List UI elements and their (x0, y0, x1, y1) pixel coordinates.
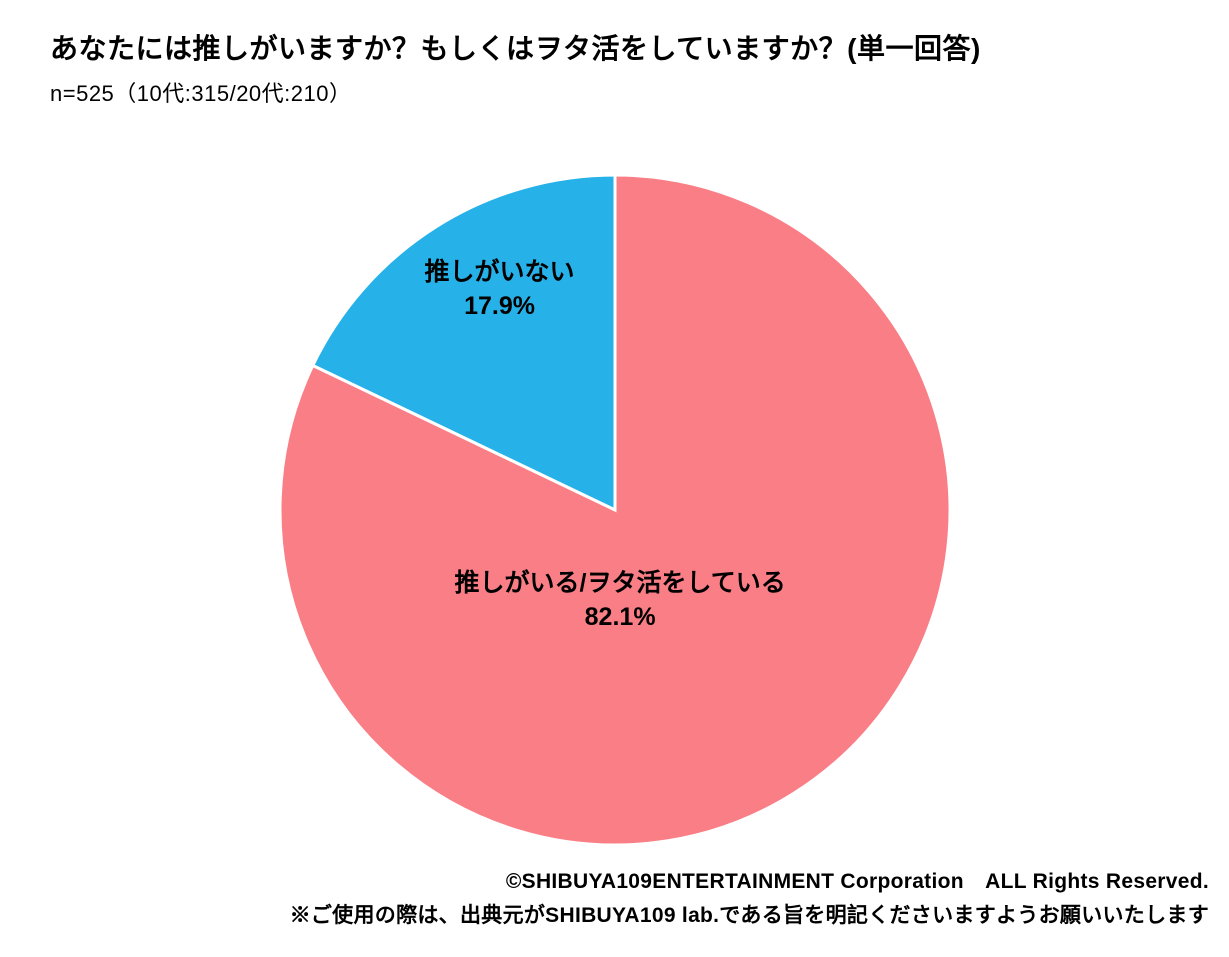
slice-label-0: 推しがいない17.9% (425, 256, 575, 324)
pie-svg (265, 160, 965, 860)
slice-label-value: 17.9% (425, 290, 575, 324)
chart-subtitle: n=525（10代:315/20代:210） (50, 76, 1179, 108)
chart-title: あなたには推しがいますか？もしくはヲタ活をしていますか？(単一回答) (50, 28, 1179, 70)
slice-label-text: 推しがいる/ヲタ活をしている (455, 567, 786, 601)
slice-label-1: 推しがいる/ヲタ活をしている82.1% (455, 567, 786, 635)
copyright-text: ©SHIBUYA109ENTERTAINMENT Corporation ALL… (290, 865, 1209, 895)
slice-label-value: 82.1% (455, 601, 786, 635)
usage-note: ※ご使用の際は、出典元がSHIBUYA109 lab.である旨を明記くださいます… (290, 899, 1209, 929)
slice-label-text: 推しがいない (425, 256, 575, 290)
pie-chart: 推しがいない17.9% 推しがいる/ヲタ活をしている82.1% (265, 160, 965, 860)
chart-header: あなたには推しがいますか？もしくはヲタ活をしていますか？(単一回答) n=525… (0, 0, 1229, 108)
chart-footer: ©SHIBUYA109ENTERTAINMENT Corporation ALL… (290, 865, 1209, 929)
